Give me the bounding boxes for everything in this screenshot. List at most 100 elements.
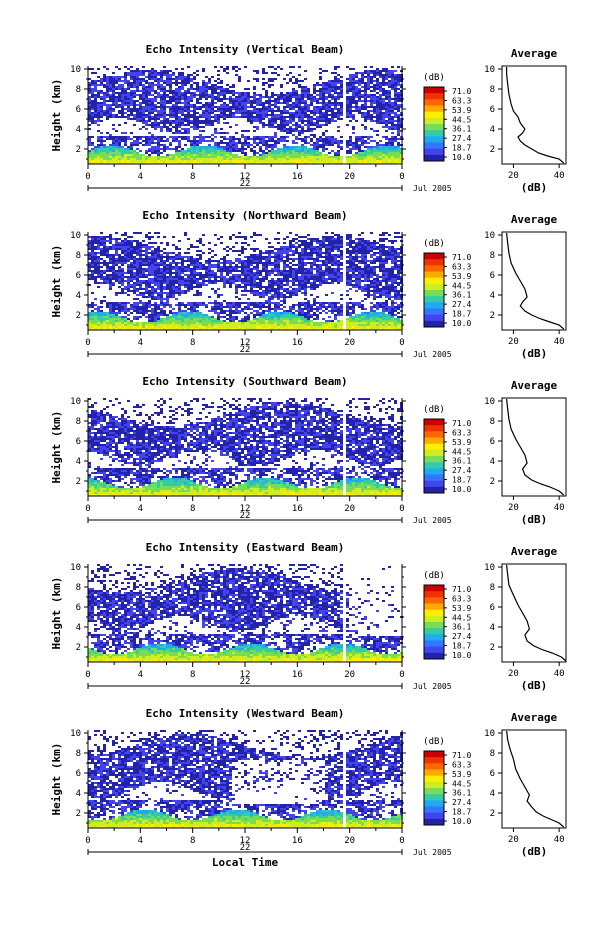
- colorbar-tick-label: 71.0: [452, 87, 471, 96]
- echo-intensity-heatmap: [88, 398, 403, 496]
- colorbar-unit: (dB): [423, 405, 445, 415]
- profile-y-tick-label: 6: [490, 105, 495, 115]
- colorbar-tick-label: 18.7: [452, 476, 471, 485]
- profile-y-tick-label: 10: [484, 729, 495, 739]
- y-tick-label: 2: [76, 643, 81, 653]
- colorbar-swatch: [424, 444, 444, 451]
- profile-y-tick-label: 10: [484, 397, 495, 407]
- x-tick-label: 4: [138, 836, 143, 846]
- colorbar-tick-label: 71.0: [452, 419, 471, 428]
- colorbar-swatch: [424, 622, 444, 629]
- colorbar-tick-label: 18.7: [452, 310, 471, 319]
- date-label: Jul 2005: [413, 350, 452, 359]
- colorbar-swatch: [424, 106, 444, 113]
- colorbar-swatch: [424, 315, 444, 322]
- colorbar-swatch: [424, 475, 444, 482]
- colorbar-swatch: [424, 481, 444, 488]
- colorbar-swatch: [424, 456, 444, 463]
- colorbar-swatch: [424, 807, 444, 814]
- colorbar-swatch: [424, 118, 444, 125]
- x-tick-label: 8: [190, 172, 195, 182]
- profile-x-tick-label: 40: [554, 503, 565, 513]
- panel-3: Echo Intensity (Southward Beam)246810Hei…: [50, 375, 566, 526]
- colorbar-swatch: [424, 302, 444, 309]
- colorbar-swatch: [424, 604, 444, 611]
- colorbar-swatch: [424, 641, 444, 648]
- colorbar-swatch: [424, 284, 444, 291]
- profile-title: Average: [511, 379, 558, 392]
- panel-4: Echo Intensity (Eastward Beam)246810Heig…: [50, 541, 566, 692]
- profile-y-tick-label: 4: [490, 457, 495, 467]
- colorbar-tick-label: 63.3: [452, 594, 471, 603]
- x-tick-label: 16: [292, 670, 303, 680]
- colorbar-swatch: [424, 597, 444, 604]
- colorbar: 71.063.353.944.536.127.418.710.0: [424, 751, 471, 826]
- colorbar-swatch: [424, 278, 444, 285]
- colorbar-swatch: [424, 143, 444, 150]
- profile-title: Average: [511, 545, 558, 558]
- colorbar: 71.063.353.944.536.127.418.710.0: [424, 585, 471, 660]
- date-label: Jul 2005: [413, 848, 452, 857]
- profile-x-label: (dB): [521, 181, 548, 194]
- colorbar-tick-label: 36.1: [452, 457, 471, 466]
- profile-line: [507, 399, 564, 495]
- x-tick-label: 0: [85, 172, 90, 182]
- colorbar-tick-label: 36.1: [452, 291, 471, 300]
- profile-y-tick-label: 4: [490, 291, 495, 301]
- colorbar-swatch: [424, 419, 444, 426]
- profile-title: Average: [511, 47, 558, 60]
- y-tick-label: 6: [76, 105, 81, 115]
- x-tick-label: 20: [344, 338, 355, 348]
- x-tick-label: 20: [344, 504, 355, 514]
- profile-x-tick-label: 20: [508, 669, 519, 679]
- colorbar-tick-label: 53.9: [452, 438, 471, 447]
- colorbar-swatch: [424, 468, 444, 475]
- echo-intensity-heatmap: [88, 730, 403, 828]
- colorbar-tick-label: 18.7: [452, 808, 471, 817]
- colorbar-unit: (dB): [423, 239, 445, 249]
- colorbar-tick-label: 53.9: [452, 272, 471, 281]
- colorbar-tick-label: 10.0: [452, 817, 471, 826]
- profile-y-tick-label: 10: [484, 65, 495, 75]
- y-tick-label: 6: [76, 769, 81, 779]
- date-label: Jul 2005: [413, 184, 452, 193]
- colorbar-swatch: [424, 438, 444, 445]
- x-tick-label: 16: [292, 836, 303, 846]
- colorbar-swatch: [424, 628, 444, 635]
- day-label: 22: [240, 843, 251, 853]
- colorbar-swatch: [424, 309, 444, 316]
- y-tick-label: 8: [76, 85, 81, 95]
- profile-x-tick-label: 20: [508, 171, 519, 181]
- colorbar-swatch: [424, 265, 444, 272]
- colorbar-swatch: [424, 87, 444, 94]
- profile-x-label: (dB): [521, 513, 548, 526]
- x-tick-label: 0: [85, 504, 90, 514]
- y-axis-label: Height (km): [50, 245, 63, 318]
- profile-x-label: (dB): [521, 347, 548, 360]
- colorbar-swatch: [424, 770, 444, 777]
- colorbar: 71.063.353.944.536.127.418.710.0: [424, 253, 471, 328]
- profile-title: Average: [511, 213, 558, 226]
- colorbar-tick-label: 53.9: [452, 604, 471, 613]
- colorbar-swatch: [424, 616, 444, 623]
- colorbar-tick-label: 53.9: [452, 106, 471, 115]
- profile-line: [507, 565, 566, 661]
- colorbar-swatch: [424, 431, 444, 438]
- y-tick-label: 10: [70, 65, 81, 75]
- x-tick-label: 8: [190, 670, 195, 680]
- colorbar-swatch: [424, 259, 444, 266]
- colorbar-swatch: [424, 93, 444, 100]
- x-tick-label: 0: [399, 670, 404, 680]
- day-label: 22: [240, 179, 251, 189]
- date-label: Jul 2005: [413, 682, 452, 691]
- profile-x-tick-label: 20: [508, 835, 519, 845]
- y-axis-label: Height (km): [50, 743, 63, 816]
- y-tick-label: 6: [76, 603, 81, 613]
- colorbar-tick-label: 71.0: [452, 253, 471, 262]
- profile-y-tick-label: 2: [490, 643, 495, 653]
- profile-x-tick-label: 20: [508, 337, 519, 347]
- y-tick-label: 4: [76, 457, 81, 467]
- colorbar-swatch: [424, 450, 444, 457]
- profile-x-label: (dB): [521, 845, 548, 858]
